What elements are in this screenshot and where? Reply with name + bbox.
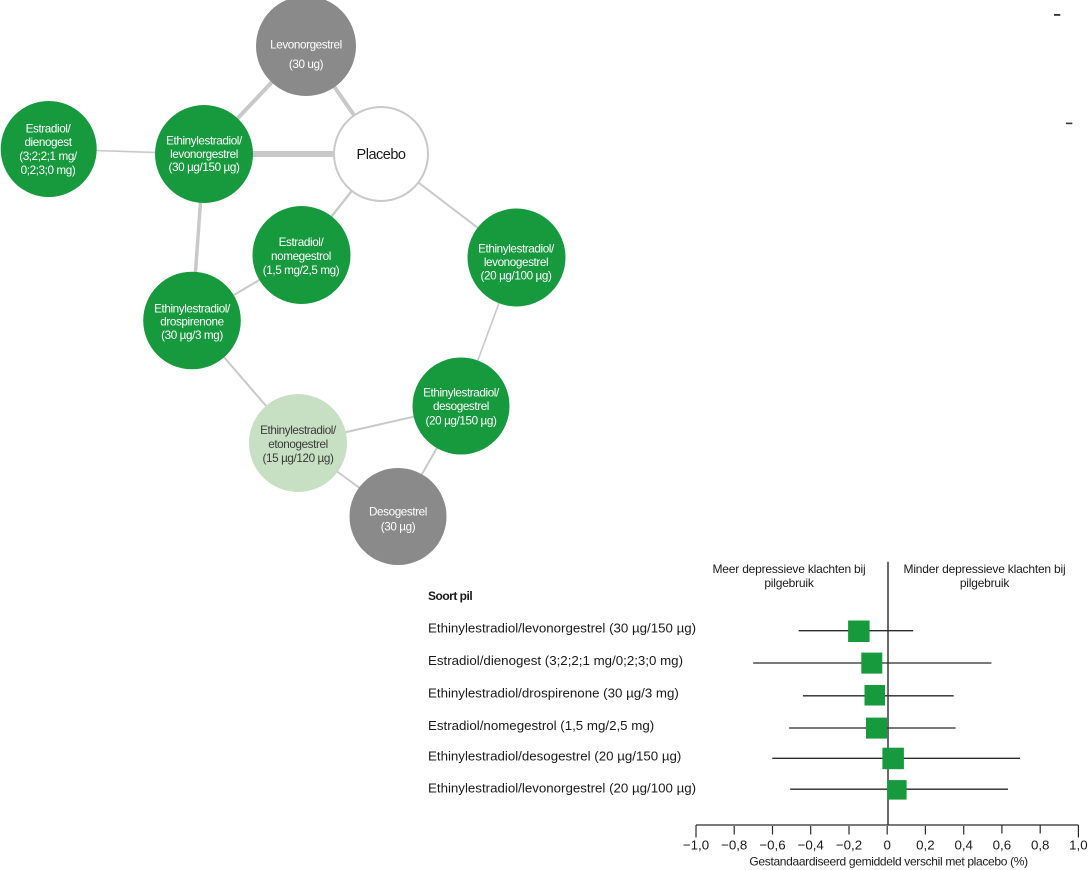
svg-text:Ethinylestradiol/drospirenone: Ethinylestradiol/drospirenone (30 µg/3 m… — [428, 686, 679, 701]
svg-text:Placebo: Placebo — [357, 147, 406, 163]
svg-text:Estradiol/dienogest (3;2;2;1 m: Estradiol/dienogest (3;2;2;1 mg/0;2;3;0 … — [428, 653, 683, 668]
svg-text:Ethinylestradiol/: Ethinylestradiol/ — [154, 302, 231, 315]
svg-text:0: 0 — [883, 838, 890, 853]
svg-text:(30 ug): (30 ug) — [289, 58, 324, 71]
svg-text:dienogest: dienogest — [24, 136, 72, 149]
svg-text:0,2: 0,2 — [916, 838, 935, 853]
svg-text:(20 µg/150 µg): (20 µg/150 µg) — [426, 415, 497, 428]
svg-text:(3;2;2;1 mg/: (3;2;2;1 mg/ — [19, 150, 78, 163]
svg-text:(1,5 mg/2,5 mg): (1,5 mg/2,5 mg) — [263, 264, 340, 277]
svg-text:−1,0: −1,0 — [683, 838, 709, 853]
svg-text:etonogestrel: etonogestrel — [268, 438, 328, 451]
svg-text:Estradiol/nomegestrol (1,5 mg/: Estradiol/nomegestrol (1,5 mg/2,5 mg) — [428, 718, 654, 733]
svg-text:(20 µg/100 µg): (20 µg/100 µg) — [481, 269, 552, 282]
svg-text:Ethinylestradiol/: Ethinylestradiol/ — [260, 424, 337, 437]
svg-text:Levonorgestrel: Levonorgestrel — [270, 39, 342, 52]
svg-text:−0,2: −0,2 — [836, 838, 862, 853]
svg-text:pilgebruik: pilgebruik — [960, 576, 1011, 590]
svg-text:0;2;3;0 mg): 0;2;3;0 mg) — [21, 164, 76, 177]
svg-text:Gestandaardiseerd gemiddeld ve: Gestandaardiseerd gemiddeld verschil met… — [749, 855, 1028, 869]
svg-text:pilgebruik: pilgebruik — [764, 576, 815, 590]
svg-text:(30 µg/3 mg): (30 µg/3 mg) — [161, 329, 223, 342]
svg-text:Ethinylestradiol/: Ethinylestradiol/ — [423, 386, 500, 399]
svg-text:levonorgestrel: levonorgestrel — [170, 148, 238, 161]
svg-text:(15 µg/120 µg): (15 µg/120 µg) — [263, 452, 334, 465]
svg-text:Meer depressieve klachten bij: Meer depressieve klachten bij — [713, 562, 866, 576]
svg-text:levonogestrel: levonogestrel — [484, 256, 548, 269]
svg-text:nomegestrol: nomegestrol — [271, 250, 331, 263]
svg-text:Estradiol/: Estradiol/ — [26, 123, 72, 136]
svg-text:(30 µg/150 µg): (30 µg/150 µg) — [169, 161, 240, 174]
svg-text:Ethinylestradiol/desogestrel (: Ethinylestradiol/desogestrel (20 µg/150 … — [428, 749, 681, 764]
svg-text:Soort pil: Soort pil — [428, 589, 472, 603]
svg-text:Estradiol/: Estradiol/ — [279, 236, 325, 249]
svg-text:Ethinylestradiol/: Ethinylestradiol/ — [166, 135, 243, 148]
svg-text:−0,4: −0,4 — [798, 838, 824, 853]
svg-text:Ethinylestradiol/levonorgestre: Ethinylestradiol/levonorgestrel (20 µg/1… — [428, 781, 696, 796]
svg-text:Ethinylestradiol/: Ethinylestradiol/ — [478, 243, 555, 256]
svg-text:1,0: 1,0 — [1069, 838, 1088, 853]
svg-text:−0,8: −0,8 — [721, 838, 747, 853]
svg-text:Desogestrel: Desogestrel — [369, 506, 427, 519]
svg-text:0,6: 0,6 — [993, 838, 1012, 853]
svg-text:−0,6: −0,6 — [759, 838, 785, 853]
svg-text:Minder depressieve klachten bi: Minder depressieve klachten bij — [904, 562, 1066, 576]
svg-text:(30 µg): (30 µg) — [381, 521, 416, 534]
svg-text:0,4: 0,4 — [954, 838, 973, 853]
svg-text:Ethinylestradiol/levonorgestre: Ethinylestradiol/levonorgestrel (30 µg/1… — [428, 621, 696, 636]
svg-text:desogestrel: desogestrel — [433, 400, 489, 413]
svg-text:0,8: 0,8 — [1031, 838, 1050, 853]
svg-text:drospirenone: drospirenone — [160, 315, 223, 328]
